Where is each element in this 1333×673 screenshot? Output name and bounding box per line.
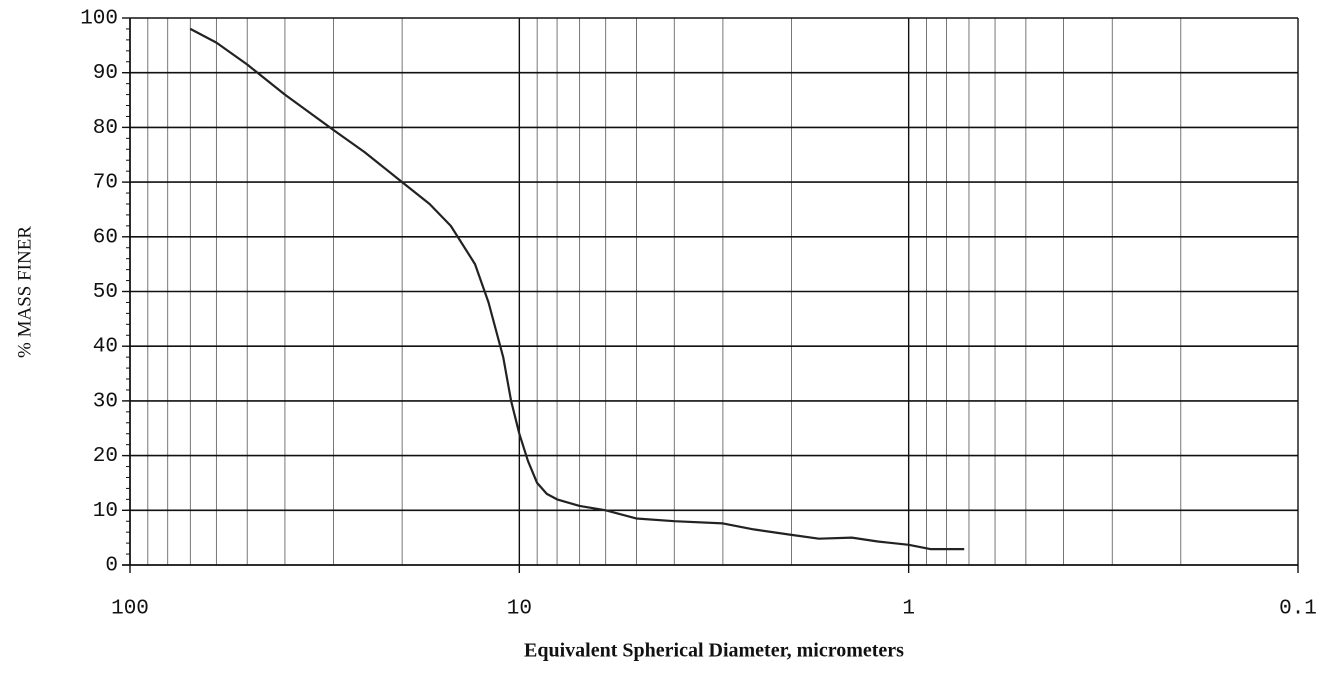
x-tick-label: 0.1 [1279, 598, 1317, 621]
x-axis-title: Equivalent Spherical Diameter, micromete… [524, 640, 904, 662]
y-axis-title: % MASS FINER [14, 226, 35, 358]
y-tick-label: 0 [105, 555, 118, 578]
y-tick-label: 100 [80, 8, 118, 31]
y-tick-label: 80 [93, 117, 118, 140]
x-tick-label: 100 [111, 598, 149, 621]
y-tick-label: 10 [93, 500, 118, 523]
x-tick-label: 1 [902, 598, 915, 621]
data-line [189, 27, 965, 551]
x-tick-label: 10 [507, 598, 532, 621]
y-tick-label: 30 [93, 390, 118, 413]
y-tick-label: 70 [93, 172, 118, 195]
y-tick-label: 90 [93, 62, 118, 85]
y-tick-label: 20 [93, 445, 118, 468]
y-tick-label: 50 [93, 281, 118, 304]
y-tick-label: 60 [93, 226, 118, 249]
y-tick-label: 40 [93, 336, 118, 359]
